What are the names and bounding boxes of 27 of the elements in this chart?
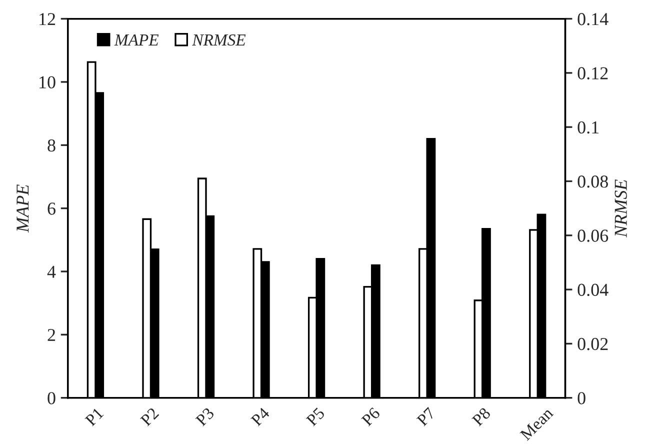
x-tick-label: P1 — [84, 407, 104, 426]
y-tick-label: 10 — [40, 76, 56, 88]
y2-tick-label: 0.12 — [578, 67, 608, 80]
x-tick-label: P4 — [250, 406, 270, 426]
y2-tick-label: 0.06 — [578, 230, 608, 242]
y-tick-label: 4 — [47, 266, 56, 278]
x-tick-label: P6 — [360, 406, 381, 427]
x-tick-label: P5 — [306, 407, 326, 427]
y2-axis-title: NRMSE — [614, 180, 627, 238]
x-tick-label: P7 — [416, 406, 436, 426]
y-tick-label: 8 — [48, 139, 56, 152]
legend-label: NRMSE — [192, 34, 246, 46]
legend-label: MAPE — [114, 34, 159, 46]
y-tick-label: 2 — [48, 328, 56, 341]
y2-tick-label: 0 — [578, 392, 586, 404]
y2-tick-label: 0.08 — [578, 175, 608, 188]
y2-tick-label: 0.02 — [578, 338, 608, 350]
x-tick-label: P2 — [140, 407, 160, 426]
y2-tick-label: 0.1 — [578, 121, 599, 134]
y2-tick-label: 0.04 — [578, 284, 608, 296]
x-tick-label: P8 — [471, 406, 492, 427]
y-tick-label: 0 — [48, 392, 56, 404]
y2-tick-label: 0.14 — [578, 13, 608, 26]
y-axis-title: MAPE — [16, 184, 29, 233]
y-tick-label: 12 — [40, 13, 56, 26]
x-tick-label: P3 — [195, 406, 215, 427]
y-tick-label: 6 — [48, 202, 56, 215]
